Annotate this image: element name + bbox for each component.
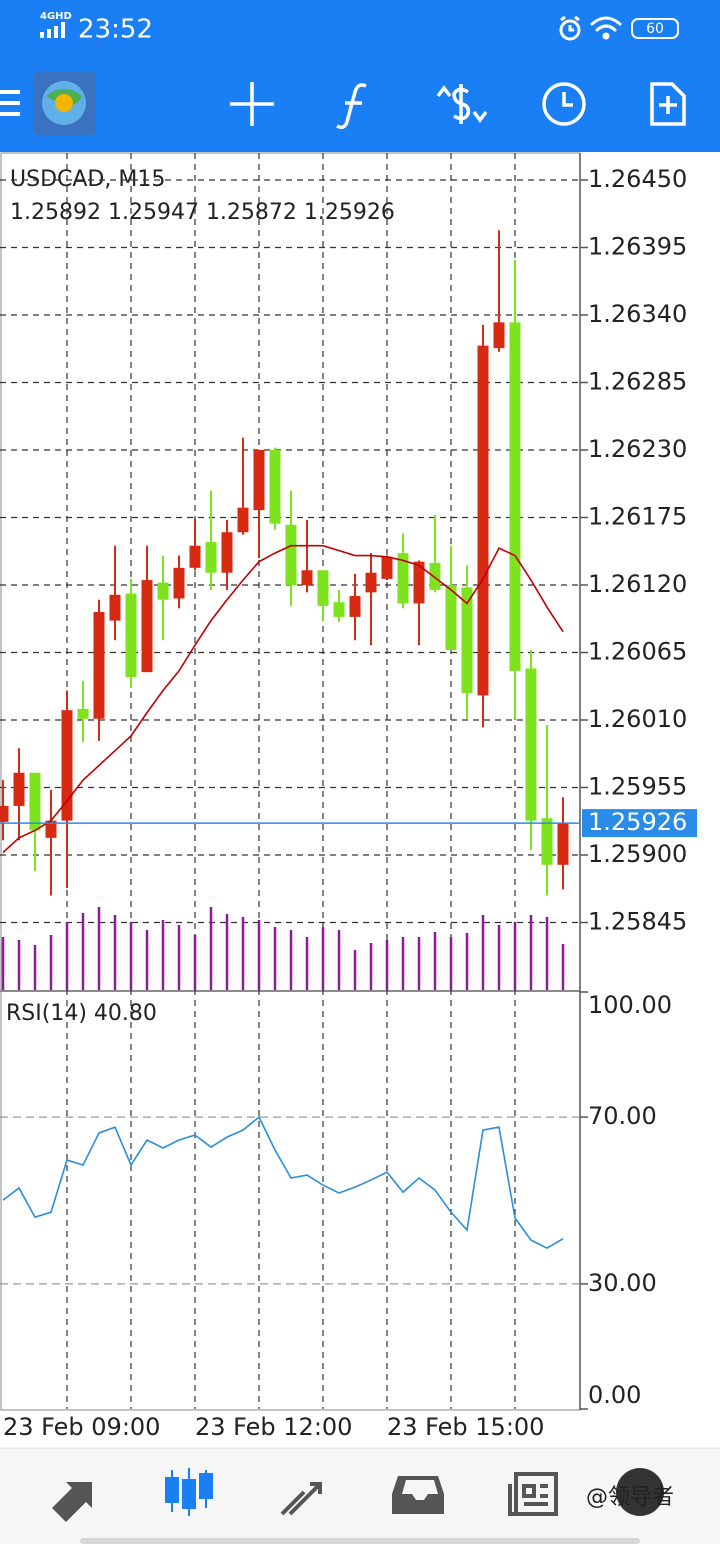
rsi-title: RSI(14) 40.80: [6, 1001, 157, 1026]
bottom-nav: [0, 1448, 720, 1544]
candle-body: [173, 567, 185, 599]
chart-tab[interactable]: [165, 1468, 213, 1516]
news-tab[interactable]: [508, 1472, 558, 1516]
candle-body: [413, 561, 425, 604]
candle-body: [93, 612, 105, 719]
watermark: @领导者: [586, 1485, 674, 1510]
rsi-line: [2, 1115, 564, 1249]
candle-body: [477, 345, 489, 696]
current-price-label: 1.25926: [588, 808, 687, 836]
candle-body: [0, 805, 9, 822]
trade-button[interactable]: [436, 84, 488, 124]
y-tick-label: 70.00: [588, 1102, 657, 1130]
trade-tab[interactable]: [280, 1482, 322, 1516]
menu-button[interactable]: [0, 90, 20, 116]
candle-body: [205, 542, 217, 573]
y-tick-label: 1.25955: [588, 773, 687, 801]
chart-frame: [0, 152, 581, 1411]
clock: 23:52: [78, 15, 153, 45]
candle-body: [509, 322, 521, 671]
candle-body: [317, 570, 329, 606]
avatar[interactable]: [616, 1468, 664, 1516]
y-tick-label: 1.26395: [588, 233, 687, 261]
candle-body: [45, 820, 57, 838]
y-tick-label: 1.26450: [588, 165, 687, 193]
quote-line: 1.25892 1.25947 1.25872 1.25926: [10, 200, 395, 225]
current-price-tag: [582, 809, 697, 838]
candle-body: [253, 450, 265, 511]
app-bar: [0, 0, 720, 152]
candle-body: [349, 596, 361, 617]
alarm-icon: [559, 15, 581, 41]
indicators-button[interactable]: [336, 83, 367, 130]
new-order-button[interactable]: [650, 82, 686, 126]
moving-average: [2, 544, 564, 854]
candle-body: [445, 585, 457, 651]
candle-body: [269, 450, 281, 524]
candle-body: [461, 587, 473, 693]
y-tick-label: 1.26065: [588, 638, 687, 666]
period-button[interactable]: [542, 82, 586, 126]
home-indicator: [80, 1538, 640, 1544]
battery-icon: [631, 18, 679, 39]
candle-body: [429, 562, 441, 590]
y-tick-label: 1.26175: [588, 503, 687, 531]
candle-body: [221, 532, 233, 573]
candle-body: [541, 818, 553, 865]
candle-body: [13, 772, 25, 806]
candle-body: [557, 823, 569, 865]
candle-body: [381, 556, 393, 579]
network-label: 4GHD: [40, 11, 72, 22]
candle-body: [237, 507, 249, 533]
candle-body: [365, 572, 377, 593]
candle-body: [189, 545, 201, 568]
candle-body: [125, 593, 137, 678]
history-tab[interactable]: [392, 1476, 444, 1514]
candle-body: [77, 708, 89, 719]
y-tick-label: 1.26230: [588, 435, 687, 463]
candle-body: [61, 710, 73, 821]
candle-body: [301, 570, 313, 585]
candle-body: [29, 772, 41, 831]
candle-body: [397, 553, 409, 604]
candle-body: [109, 594, 121, 621]
candle-body: [493, 322, 505, 349]
x-tick-label: 23 Feb 12:00: [195, 1413, 352, 1441]
y-tick-label: 1.26285: [588, 368, 687, 396]
wifi-icon: [590, 16, 622, 40]
y-tick-label: 1.26340: [588, 300, 687, 328]
y-tick-label: 0.00: [588, 1381, 641, 1409]
app-logo: [33, 72, 96, 135]
candle-body: [285, 524, 297, 585]
candle-body: [525, 668, 537, 821]
y-tick-label: 100.00: [588, 991, 672, 1019]
y-tick-label: 30.00: [588, 1269, 657, 1297]
battery-level: 60: [646, 21, 664, 37]
signal-icon: [40, 22, 65, 38]
x-tick-label: 23 Feb 09:00: [3, 1413, 160, 1441]
y-tick-label: 1.25845: [588, 908, 687, 936]
candle-body: [141, 580, 153, 673]
y-tick-label: 1.26010: [588, 705, 687, 733]
y-tick-label: 1.26120: [588, 570, 687, 598]
candle-body: [157, 582, 169, 600]
x-tick-label: 23 Feb 15:00: [387, 1413, 544, 1441]
crosshair-button[interactable]: [230, 82, 274, 126]
candle-body: [333, 602, 345, 617]
quotes-tab[interactable]: [52, 1482, 92, 1522]
y-tick-label: 1.25900: [588, 840, 687, 868]
